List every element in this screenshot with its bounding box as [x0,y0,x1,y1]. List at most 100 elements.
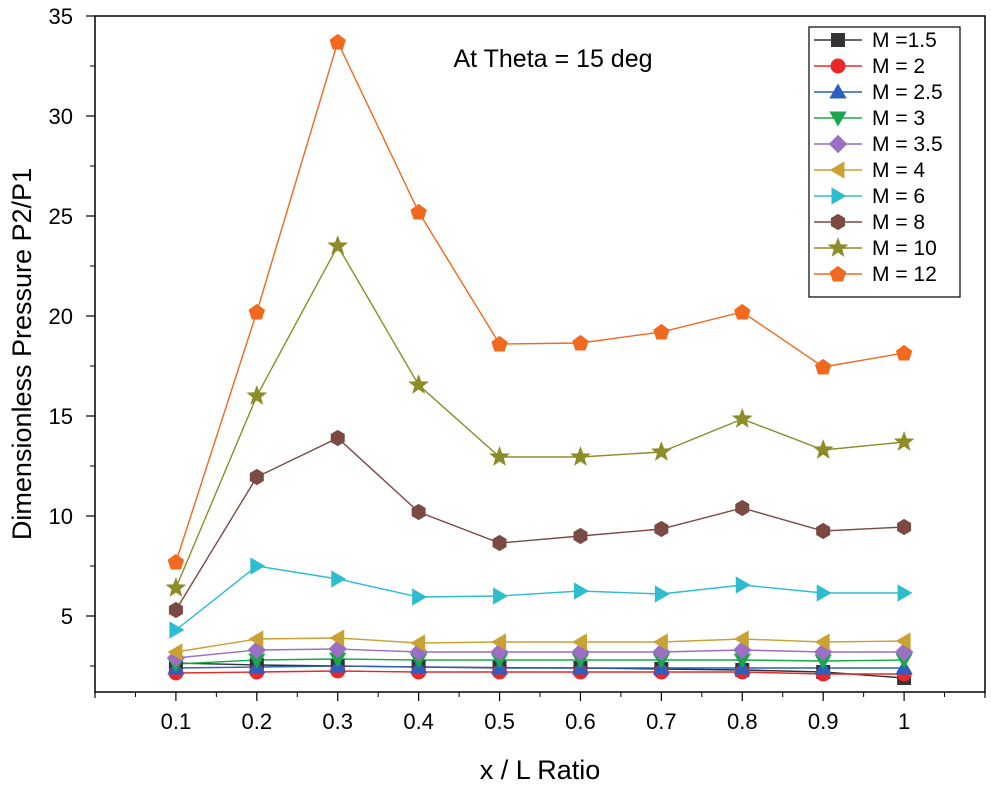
legend-label: M = 2 [872,55,925,78]
x-tick-label: 0.5 [484,709,515,734]
data-point-marker [735,576,751,594]
series-line [175,670,905,675]
data-point-marker [814,358,832,375]
data-point-marker [653,323,670,340]
series-lines [175,40,905,679]
data-point-marker [652,633,668,651]
data-point-marker [572,334,589,351]
data-point-marker [491,633,507,651]
legend-label: M = 2.5 [872,81,943,104]
data-point-marker [816,584,832,602]
series-line [175,437,905,611]
legend-marker [829,161,845,179]
data-point-marker [410,634,426,652]
data-point-marker [169,621,185,639]
data-point-marker [410,203,427,220]
x-tick-label: 0.7 [646,709,677,734]
x-tick-label: 0.4 [403,709,434,734]
data-point-marker [571,633,587,651]
x-tick-label: 0.8 [727,709,758,734]
data-point-marker [573,527,588,545]
data-point-marker [654,585,670,603]
y-tick-label: 15 [49,404,73,429]
legend-label: M = 3.5 [872,133,943,156]
data-point-marker [248,303,266,320]
legend-label: M = 12 [872,263,937,286]
data-point-marker [250,557,266,575]
legend-label: M = 10 [872,237,937,260]
data-point-marker [735,499,750,517]
chart-annotation: At Theta = 15 deg [454,45,653,73]
x-tick-label: 1 [898,709,910,734]
x-axis-title: x / L Ratio [480,755,601,785]
data-point-marker [167,643,183,661]
legend-label: M = 6 [872,185,925,208]
data-point-marker [816,522,831,540]
data-point-marker [491,335,508,352]
data-point-marker [895,632,911,650]
legend-marker [829,265,847,282]
y-tick-label: 35 [49,4,73,29]
y-tick-label: 30 [49,104,73,129]
series-line [175,637,905,653]
data-point-marker [654,520,669,538]
data-point-marker [408,374,430,394]
data-point-marker [733,630,749,648]
legend-label: M =1.5 [872,29,937,52]
y-tick-label: 5 [61,604,73,629]
data-point-marker [331,570,347,588]
legend-marker [827,237,849,257]
data-point-marker [412,588,428,606]
series-line [175,648,905,659]
data-point-marker [165,577,187,597]
y-axis-ticks: 5 10 15 20 25 30 35 [49,4,95,667]
data-point-marker [570,446,591,466]
data-point-marker [812,439,834,459]
data-point-marker [168,601,183,619]
legend-label: M = 3 [872,107,925,130]
data-point-marker [489,446,510,466]
series-line [175,244,905,589]
data-point-marker [327,235,349,255]
y-tick-label: 10 [49,504,73,529]
data-point-marker [249,468,264,486]
data-point-marker [893,431,915,451]
x-axis-ticks: 0.1 0.2 0.3 0.4 0.5 0.6 0.7 0.8 0.9 1 [94,692,986,734]
x-tick-label: 0.3 [322,709,353,734]
data-point-marker [814,633,830,651]
data-point-marker [167,553,185,570]
legend-marker [831,187,847,205]
data-point-marker [895,344,913,361]
data-point-marker [650,441,672,461]
legend-marker [828,134,848,154]
series-line [175,565,905,631]
legend: M =1.5 M = 2 M = 2.5 M = 3 M = 3.5 M = 4 M = 6… [808,26,961,298]
series-line [175,665,905,669]
data-point-marker [246,385,268,405]
x-tick-label: 0.9 [808,709,839,734]
data-point-marker [411,503,426,521]
x-tick-label: 0.1 [161,709,192,734]
y-tick-label: 25 [49,204,73,229]
y-tick-label: 20 [49,304,73,329]
legend-marker [829,83,847,99]
legend-marker [831,213,845,231]
data-point-marker [248,630,264,648]
series-line [175,40,905,563]
data-point-marker [492,534,507,552]
data-point-marker [329,629,345,647]
legend-label: M = 4 [872,159,925,182]
x-tick-label: 0.6 [565,709,596,734]
data-point-marker [897,518,912,536]
legend-label: M = 8 [872,211,925,234]
data-point-marker [329,33,346,50]
data-point-marker [897,584,913,602]
x-tick-label: 0.2 [242,709,273,734]
series-markers [165,33,915,685]
legend-marker [831,33,845,47]
legend-marker [830,58,846,74]
data-point-marker [330,429,345,447]
series-line [175,658,905,665]
data-point-marker [734,303,751,320]
